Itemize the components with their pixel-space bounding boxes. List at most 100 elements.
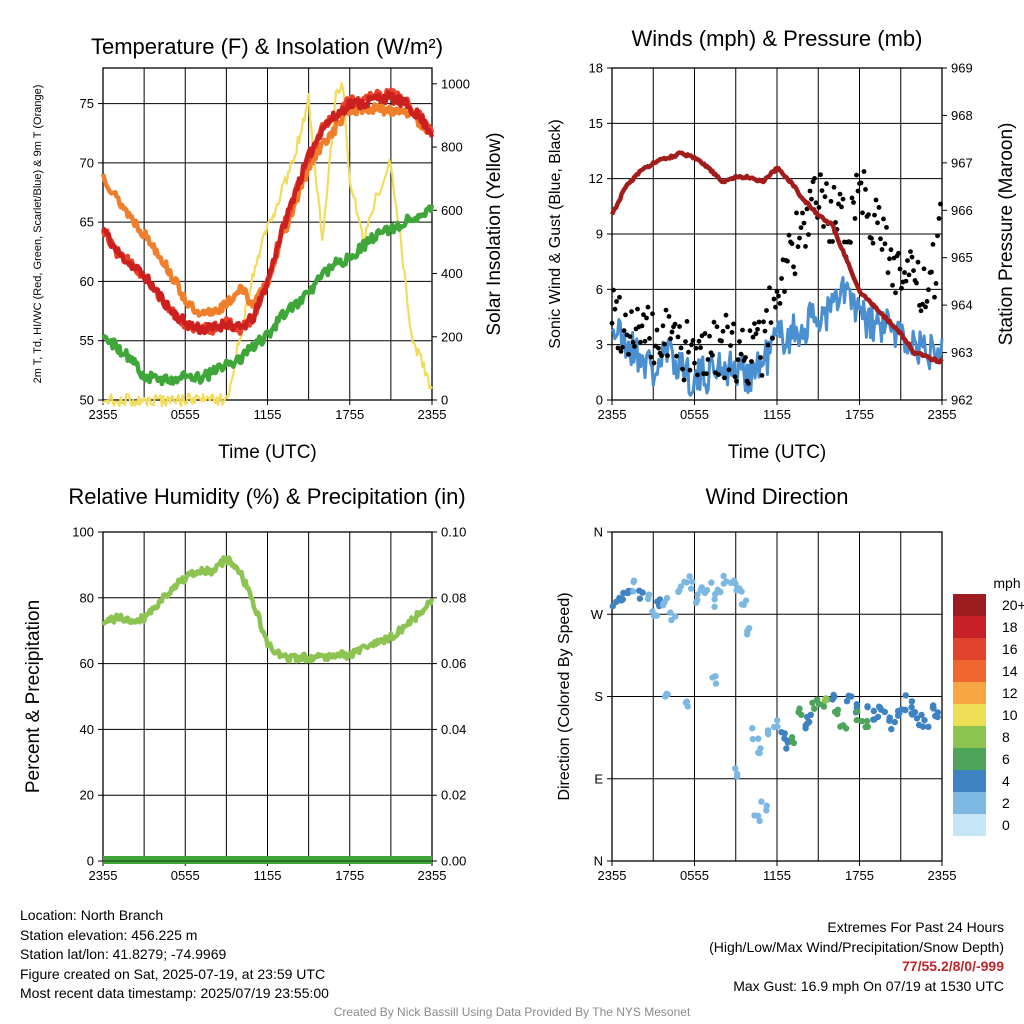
gust-point (929, 269, 934, 275)
y-tick-label: 18 (589, 61, 603, 76)
gust-point (821, 224, 826, 229)
gust-point (822, 194, 828, 200)
gust-point (773, 304, 778, 310)
direction-point (733, 587, 740, 594)
y2-tick-label: 964 (951, 298, 973, 313)
y2-tick-label: 965 (951, 250, 973, 265)
gust-point (707, 333, 712, 339)
direction-point (804, 713, 811, 721)
gust-point (890, 282, 895, 288)
gust-point (819, 188, 825, 194)
credit-line: Created By Nick Bassill Using Data Provi… (333, 1005, 691, 1019)
gust-point (812, 176, 817, 181)
gust-point (638, 339, 643, 345)
y-tick-label: 50 (80, 393, 94, 408)
gust-point (662, 341, 667, 347)
gust-point (704, 371, 709, 377)
gust-point (855, 188, 861, 194)
gust-point (632, 344, 637, 349)
direction-point (636, 587, 643, 594)
gust-point (852, 216, 858, 221)
legend-label: 12 (1002, 685, 1018, 701)
direction-point (758, 798, 765, 805)
direction-point (815, 700, 823, 708)
direction-point (744, 631, 751, 638)
gust-point (872, 212, 877, 218)
gust-point (711, 319, 717, 325)
gust-point (830, 239, 835, 244)
direction-point (888, 725, 895, 733)
x-tick-label: 1155 (763, 407, 791, 422)
y-tick-label: 40 (80, 722, 94, 737)
direction-point (720, 580, 727, 587)
gust-point (639, 323, 645, 329)
gust-point (792, 271, 798, 277)
gust-point (870, 240, 876, 246)
gust-point (675, 334, 681, 340)
gust-point (897, 266, 903, 272)
x-tick-label: 2355 (928, 868, 957, 883)
direction-point (738, 588, 745, 595)
gust-point (720, 328, 726, 334)
direction-point (870, 707, 877, 715)
x-tick-label: 1155 (254, 407, 282, 422)
gust-point (809, 196, 814, 202)
gust-point (908, 249, 913, 255)
y2-tick-label: 0.08 (441, 590, 466, 605)
legend-label: 4 (1002, 773, 1010, 789)
gust-point (618, 349, 624, 354)
direction-point (686, 573, 693, 580)
gust-point (647, 336, 652, 341)
direction-point (636, 595, 644, 602)
gust-point (771, 296, 777, 302)
gust-point (921, 266, 927, 272)
gust-point (641, 312, 646, 318)
direction-point (732, 765, 739, 772)
gust-point (837, 191, 843, 197)
gust-point (782, 289, 787, 294)
x-tick-label: 0555 (171, 868, 200, 883)
y2-tick-label: 0.04 (441, 722, 466, 737)
gust-point (630, 339, 636, 345)
gust-point (824, 181, 829, 187)
x-tick-label: 2355 (89, 407, 118, 422)
direction-point (913, 715, 921, 722)
direction-point (683, 698, 691, 705)
gust-point (690, 338, 696, 343)
x-tick-label: 0555 (171, 407, 200, 422)
y2-tick-label: 0.06 (441, 656, 466, 671)
direction-point (918, 711, 925, 719)
y2-tick-label: 1000 (441, 76, 470, 91)
direction-point (656, 596, 664, 603)
x-tick-label: 1155 (763, 868, 791, 883)
direction-point (908, 698, 916, 705)
direction-point (663, 690, 670, 697)
gust-point (863, 187, 868, 192)
direction-point (720, 572, 727, 580)
direction-point (891, 718, 898, 726)
direction-point (689, 578, 696, 585)
x-tick-label: 0555 (680, 868, 709, 883)
gust-point (797, 235, 802, 241)
legend-swatch (953, 770, 986, 792)
y-tick-label: N (594, 525, 603, 540)
gust-point (876, 205, 882, 210)
gust-point (683, 339, 688, 344)
direction-point (811, 705, 818, 712)
gust-point (651, 360, 657, 366)
gust-point (614, 299, 619, 304)
gust-point (669, 329, 675, 335)
gust-point (926, 287, 931, 293)
direction-point (764, 731, 772, 738)
gust-point (687, 367, 693, 373)
panel-direction: 2355 0555 1155 1755 2355 Wind Direction N E S W Nm… (556, 484, 1024, 883)
gust-point (882, 241, 888, 247)
legend-swatch (953, 814, 986, 836)
gust-point (786, 232, 792, 238)
gust-point (767, 285, 772, 291)
legend-label: 0 (1002, 817, 1010, 833)
y2-tick-label: 0 (441, 393, 448, 408)
y2-tick-label: 400 (441, 266, 463, 281)
legend-label: 18 (1002, 619, 1018, 635)
gust-point (749, 359, 754, 364)
